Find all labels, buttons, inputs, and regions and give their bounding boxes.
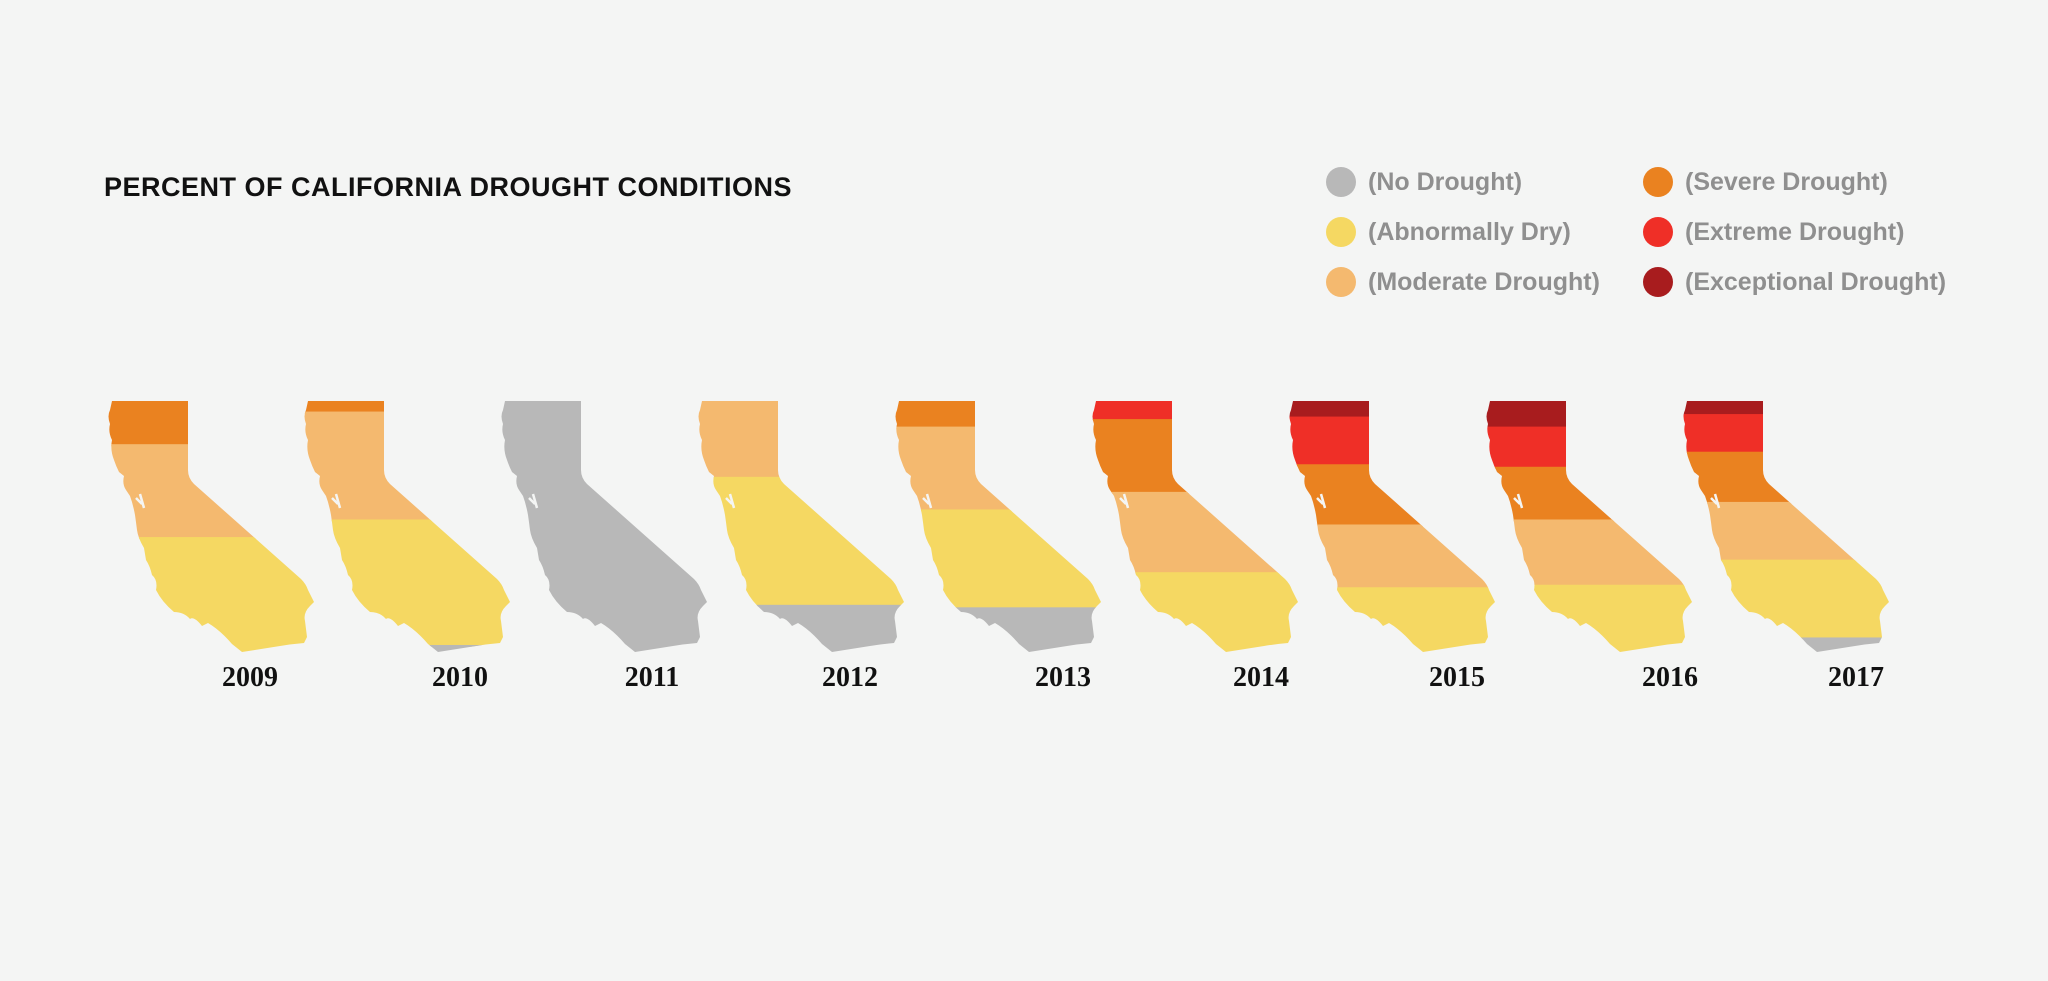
bay-mark-2014	[1119, 493, 1130, 509]
band-2014-moderate	[1092, 491, 1298, 575]
legend-swatch-exceptional	[1643, 267, 1673, 297]
band-2011-none	[501, 401, 707, 652]
year-label-2012: 2012	[822, 662, 878, 693]
band-2016-exceptional	[1486, 401, 1692, 429]
map-2011	[501, 401, 707, 652]
legend-item-dry: (Abnormally Dry)	[1326, 214, 1571, 250]
bay-mark-2011	[528, 493, 539, 509]
band-2017-extreme	[1683, 414, 1889, 454]
legend-label-moderate: (Moderate Drought)	[1368, 267, 1600, 296]
band-2015-extreme	[1289, 416, 1495, 467]
year-label-2014: 2014	[1233, 662, 1289, 693]
map-2015	[1289, 401, 1495, 652]
legend-label-exceptional: (Exceptional Drought)	[1685, 267, 1947, 296]
band-2014-extreme	[1092, 401, 1298, 422]
legend-label-none: (No Drought)	[1368, 167, 1523, 196]
legend-swatch-none	[1326, 167, 1356, 197]
band-2017-moderate	[1683, 501, 1889, 562]
band-2016-extreme	[1486, 426, 1692, 469]
map-2013	[895, 401, 1101, 652]
band-2012-moderate	[698, 401, 904, 479]
band-2009-severe	[108, 401, 314, 447]
map-2012	[698, 401, 904, 652]
legend-swatch-dry	[1326, 217, 1356, 247]
map-2009	[108, 401, 314, 652]
band-2013-none	[895, 607, 1101, 652]
legend-swatch-moderate	[1326, 267, 1356, 297]
legend-item-severe: (Severe Drought)	[1643, 164, 1888, 200]
band-2014-severe	[1092, 419, 1298, 494]
band-2015-severe	[1289, 464, 1495, 527]
chart-title: PERCENT OF CALIFORNIA DROUGHT CONDITIONS	[104, 172, 792, 202]
band-2013-dry	[895, 509, 1101, 610]
band-2013-severe	[895, 401, 1101, 429]
band-2017-none	[1683, 637, 1889, 652]
year-label-2013: 2013	[1035, 662, 1091, 693]
legend: (No Drought) (Abnormally Dry) (Moderate Dr…	[1326, 164, 1986, 304]
band-2009-moderate	[108, 444, 314, 540]
band-2010-moderate	[304, 411, 510, 522]
year-label-2015: 2015	[1429, 662, 1485, 693]
band-2012-none	[698, 604, 904, 652]
band-2015-exceptional	[1289, 401, 1495, 419]
bay-mark-2009	[135, 493, 146, 509]
band-2016-moderate	[1486, 519, 1692, 587]
year-label-2009: 2009	[222, 662, 278, 693]
map-2010	[304, 401, 510, 652]
year-label-2016: 2016	[1642, 662, 1698, 693]
band-2010-severe	[304, 401, 510, 414]
map-2014	[1092, 401, 1298, 652]
band-2016-severe	[1486, 466, 1692, 522]
band-2017-exceptional	[1683, 401, 1889, 417]
band-2012-dry	[698, 476, 904, 607]
map-2017	[1683, 401, 1889, 652]
bay-mark-2013	[922, 493, 933, 509]
year-label-2010: 2010	[432, 662, 488, 693]
band-2010-none	[304, 644, 510, 652]
map-2016	[1486, 401, 1692, 652]
band-2014-dry	[1092, 572, 1298, 652]
legend-label-severe: (Severe Drought)	[1685, 167, 1888, 196]
legend-item-moderate: (Moderate Drought)	[1326, 264, 1600, 300]
bay-mark-2010	[331, 493, 342, 509]
band-2015-dry	[1289, 587, 1495, 652]
legend-swatch-severe	[1643, 167, 1673, 197]
band-2009-dry	[108, 537, 314, 652]
bay-mark-2017	[1710, 493, 1721, 509]
band-2017-severe	[1683, 451, 1889, 504]
band-2010-dry	[304, 519, 510, 647]
legend-swatch-extreme	[1643, 217, 1673, 247]
legend-item-none: (No Drought)	[1326, 164, 1522, 200]
legend-item-extreme: (Extreme Drought)	[1643, 214, 1904, 250]
maps-row: 2009 2010 2011 2012 2013 2014 2015 2016 2017	[108, 401, 1889, 693]
legend-label-dry: (Abnormally Dry)	[1368, 217, 1571, 246]
legend-item-exceptional: (Exceptional Drought)	[1643, 264, 1946, 300]
bay-mark-2015	[1316, 493, 1327, 509]
year-label-2011: 2011	[625, 662, 679, 693]
year-label-2017: 2017	[1828, 662, 1884, 693]
bay-mark-2012	[725, 493, 736, 509]
band-2016-dry	[1486, 584, 1692, 652]
band-2015-moderate	[1289, 524, 1495, 590]
legend-label-extreme: (Extreme Drought)	[1685, 217, 1905, 246]
band-2017-dry	[1683, 559, 1889, 640]
bay-mark-2016	[1513, 493, 1524, 509]
